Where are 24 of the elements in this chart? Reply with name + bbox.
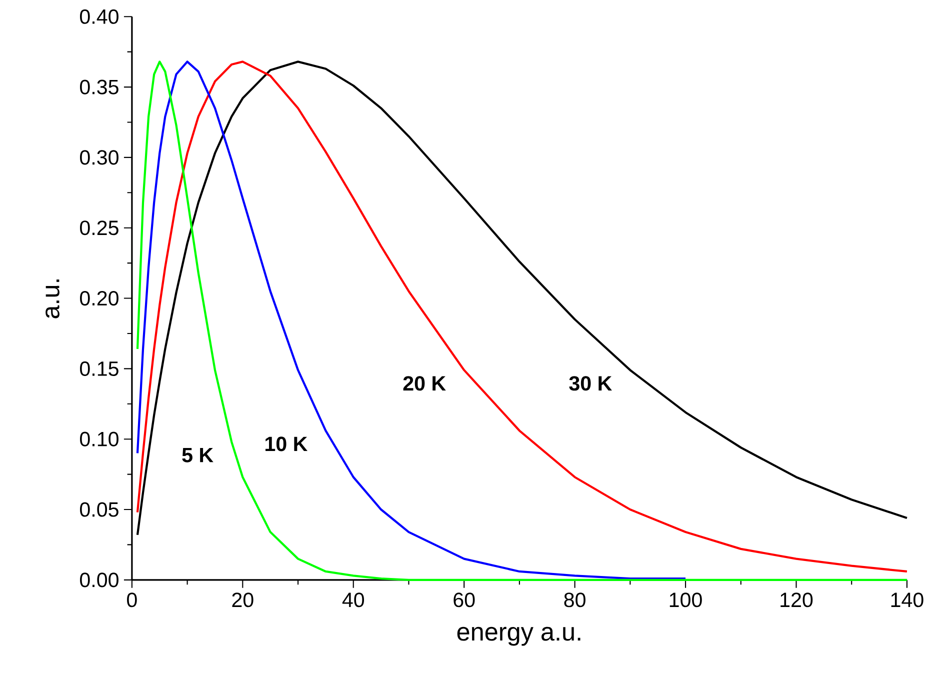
x-tick-label: 20 xyxy=(232,592,254,608)
x-tick-label: 60 xyxy=(454,592,475,608)
y-tick-label: 0.10 xyxy=(80,432,118,446)
y-tick-label: 0.00 xyxy=(80,572,118,588)
x-tick-label: 0 xyxy=(127,592,137,608)
y-axis-title: a.u. xyxy=(46,280,60,318)
y-tick-label: 0.40 xyxy=(80,9,118,24)
y-tick-label: 0.30 xyxy=(80,150,118,165)
y-tick-label: 0.15 xyxy=(80,361,118,376)
x-tick-label: 120 xyxy=(780,592,813,608)
y-tick-label: 0.35 xyxy=(80,80,118,94)
y-tick-label: 0.20 xyxy=(80,291,118,306)
x-tick-label: 140 xyxy=(891,592,924,608)
y-tick-label: 0.05 xyxy=(80,502,118,517)
series-label: 30 K xyxy=(569,376,612,391)
x-tick-label: 100 xyxy=(670,592,702,608)
x-tick-label: 40 xyxy=(342,592,364,608)
series-label: 5 K xyxy=(182,448,214,462)
series-label: 20 K xyxy=(403,376,446,391)
y-tick-label: 0.25 xyxy=(80,220,118,236)
line-series xyxy=(136,60,687,580)
series-label: 10 K xyxy=(266,436,308,452)
x-axis-title: energy a.u. xyxy=(457,627,580,646)
x-tick-label: 80 xyxy=(564,592,586,608)
